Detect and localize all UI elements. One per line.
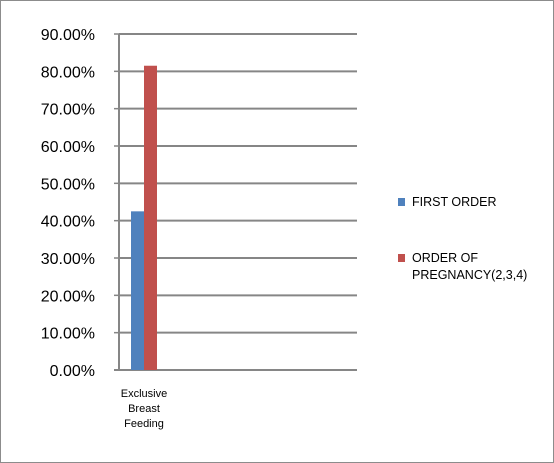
gridlines	[119, 33, 357, 334]
bar-first-order	[131, 211, 144, 370]
y-tick-label: 70.00%	[41, 102, 95, 119]
y-tick-label: 10.00%	[41, 326, 95, 343]
x-category-label: Breast	[128, 403, 160, 415]
y-tick-label: 90.00%	[41, 27, 95, 44]
bar-order-of-pregnancy-2-3-4	[144, 65, 157, 370]
y-tick-label: 50.00%	[41, 176, 95, 193]
x-category-label: Feeding	[124, 418, 164, 430]
legend-label: FIRST ORDER	[412, 195, 497, 209]
legend-swatch	[398, 254, 405, 262]
bars	[131, 65, 157, 370]
legend-swatch	[398, 198, 405, 206]
y-tick-label: 20.00%	[41, 288, 95, 305]
y-tick-label: 80.00%	[41, 64, 95, 81]
x-axis-category-labels: Exclusive Breast Feeding	[121, 388, 167, 430]
legend-label: ORDER OF	[412, 251, 478, 265]
legend: FIRST ORDER ORDER OF PREGNANCY(2,3,4)	[398, 195, 527, 282]
legend-label: PREGNANCY(2,3,4)	[412, 268, 527, 282]
x-category-label: Exclusive	[121, 388, 167, 400]
y-axis-tick-labels: 0.00% 10.00% 20.00% 30.00% 40.00% 50.00% 60.00…	[41, 27, 95, 380]
y-tick-label: 40.00%	[41, 214, 95, 231]
y-tick-label: 60.00%	[41, 139, 95, 156]
y-tick-label: 30.00%	[41, 251, 95, 268]
y-tick-label: 0.00%	[50, 363, 95, 380]
